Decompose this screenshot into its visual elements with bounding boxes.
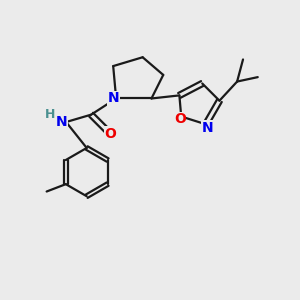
- Text: N: N: [56, 115, 68, 129]
- Text: O: O: [174, 112, 186, 127]
- Text: H: H: [45, 108, 55, 121]
- Text: O: O: [104, 127, 116, 141]
- Text: N: N: [202, 121, 213, 135]
- Text: N: N: [108, 92, 120, 106]
